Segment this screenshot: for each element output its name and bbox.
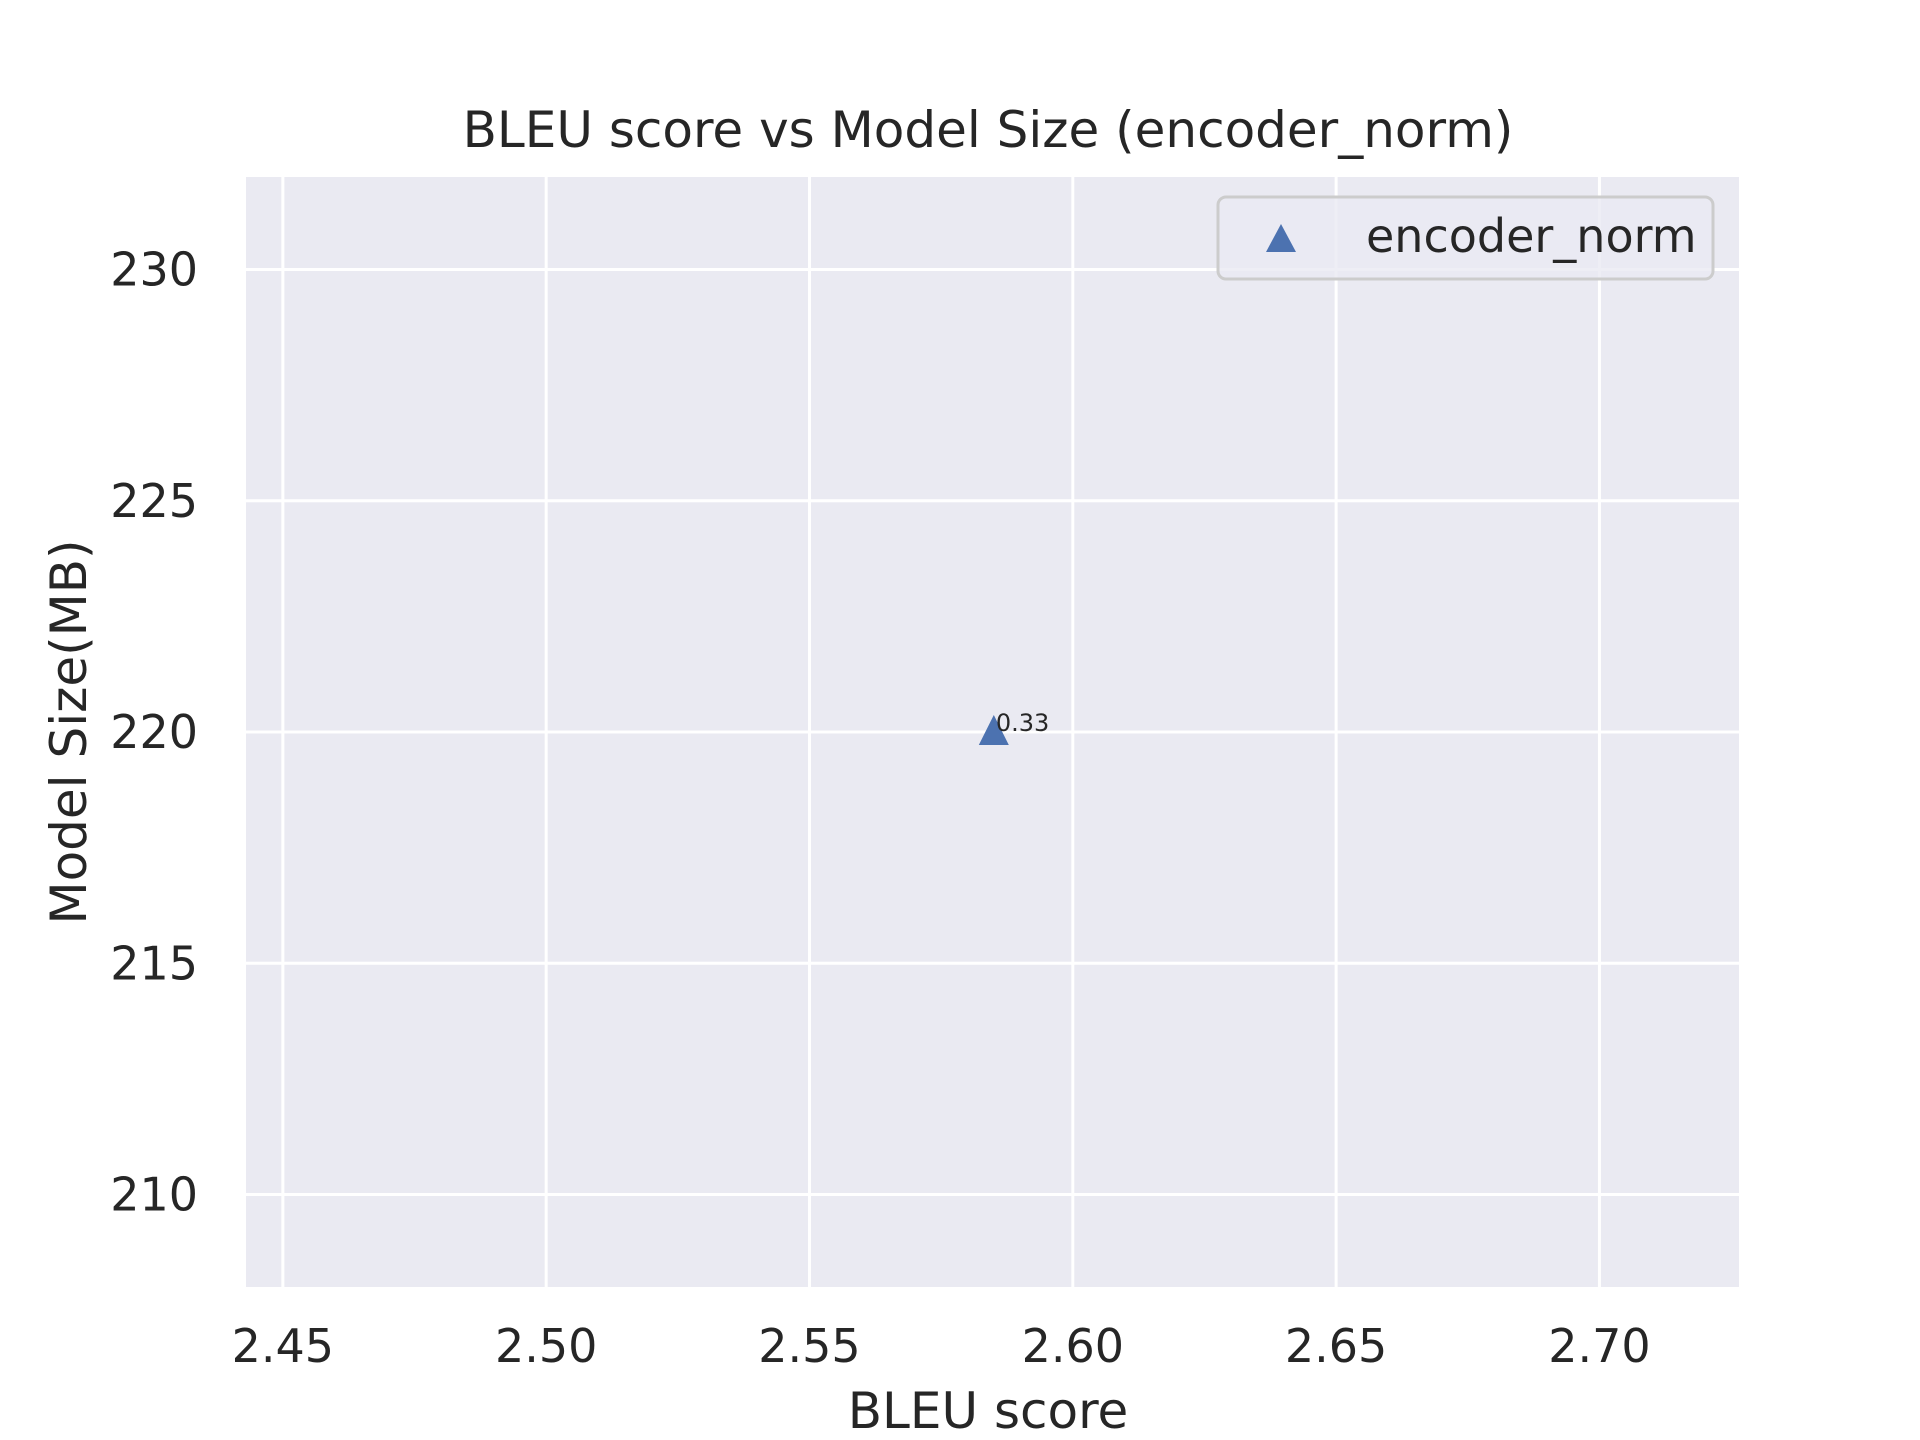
y-tick-label: 230 [110, 243, 198, 297]
y-tick-label: 210 [110, 1168, 198, 1222]
x-tick-label: 2.65 [1285, 1319, 1387, 1373]
y-axis-label: Model Size(MB) [40, 539, 98, 924]
y-tick-label: 225 [110, 474, 198, 528]
legend: encoder_norm [1216, 195, 1715, 281]
x-tick-label: 2.70 [1548, 1319, 1650, 1373]
data-point-label: 0.33 [996, 709, 1049, 737]
y-tick-label: 220 [110, 705, 198, 759]
legend-box [1216, 195, 1715, 281]
x-tick-label: 2.45 [232, 1319, 334, 1373]
data-point-triangle [978, 715, 1009, 745]
data-points: 0.33 [978, 709, 1049, 745]
x-tick-label: 2.50 [495, 1319, 597, 1373]
x-tick-label: 2.55 [758, 1319, 860, 1373]
x-axis-label: BLEU score [848, 1382, 1129, 1440]
x-axis-ticks: 2.45 2.50 2.55 2.60 2.65 2.70 [232, 1319, 1651, 1373]
chart-title: BLEU score vs Model Size (encoder_norm) [463, 101, 1514, 159]
y-tick-label: 215 [110, 936, 198, 990]
legend-label-encoder-norm: encoder_norm [1366, 209, 1697, 263]
y-axis-ticks: 210 215 220 225 230 [110, 243, 198, 1222]
legend-triangle-icon [1266, 224, 1296, 252]
grid [246, 177, 1739, 1287]
x-tick-label: 2.60 [1022, 1319, 1124, 1373]
